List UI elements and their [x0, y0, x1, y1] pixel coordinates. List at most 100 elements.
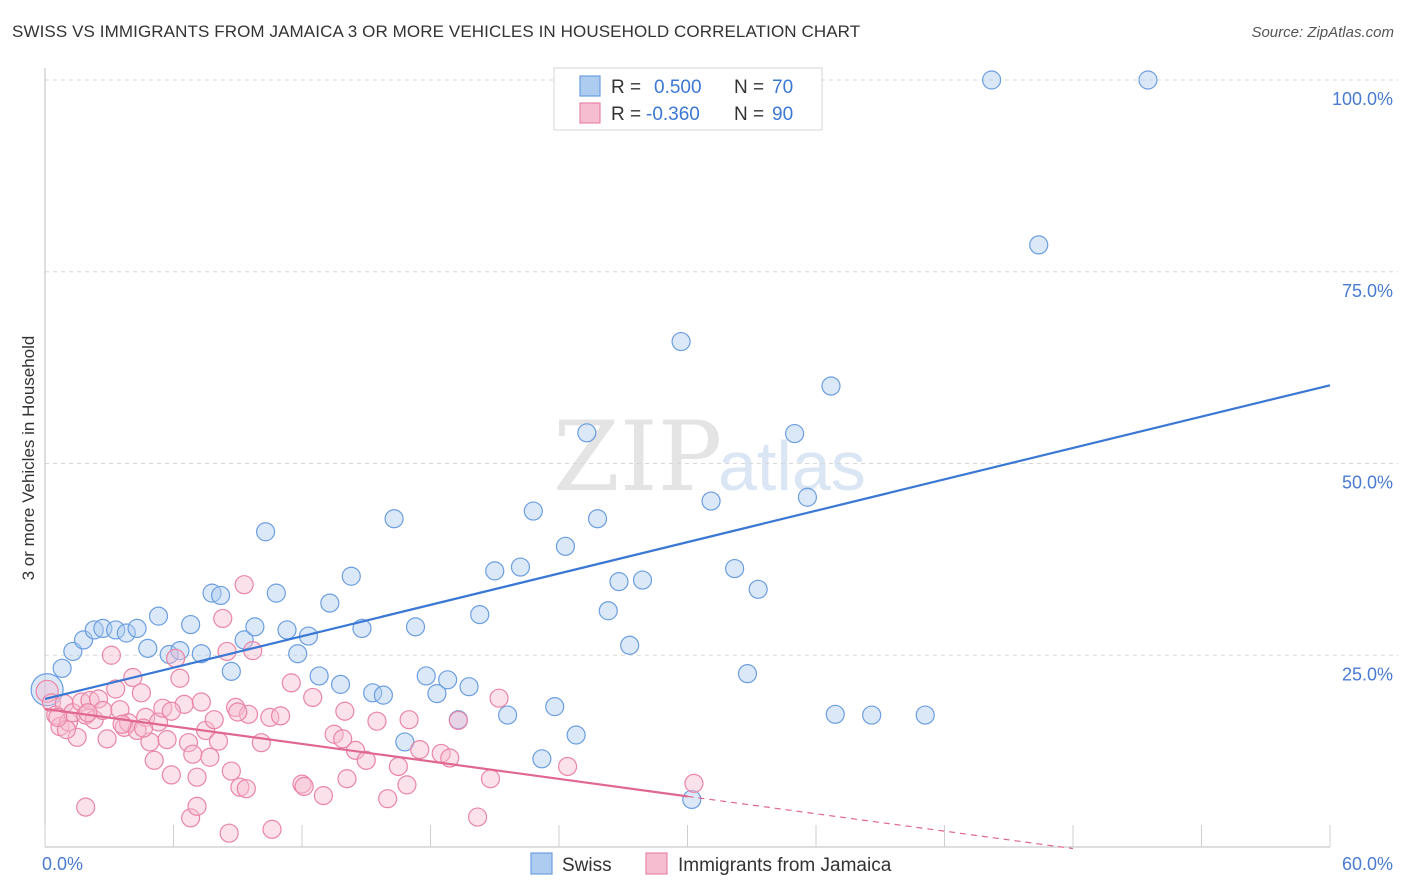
swiss-point	[545, 697, 565, 717]
jamaica-point	[388, 756, 408, 777]
jamaica-point	[88, 689, 109, 709]
jamaica-point	[397, 775, 417, 795]
legend-swiss-n-value: 70	[772, 77, 793, 98]
swiss-point	[671, 331, 691, 352]
swiss-point	[915, 705, 935, 725]
legend-bottom-swatch-swiss	[530, 852, 553, 875]
swiss-point	[405, 617, 426, 637]
swiss-point	[577, 423, 597, 443]
jamaica-point	[281, 673, 301, 693]
swiss-point	[373, 685, 393, 705]
swiss-point	[609, 572, 629, 592]
jamaica-point	[191, 692, 211, 712]
jamaica-point	[236, 779, 256, 799]
swiss-point	[52, 658, 72, 678]
jamaica-point	[367, 711, 387, 731]
swiss-point	[532, 749, 552, 769]
jamaica-point	[144, 750, 164, 770]
x-tick-label-min: 0.0%	[42, 854, 83, 874]
swiss-point	[352, 618, 372, 639]
jamaica-point	[378, 789, 398, 809]
jamaica-point	[78, 703, 98, 723]
swiss-point	[148, 606, 169, 626]
swiss-point	[181, 614, 201, 635]
jamaica-point	[106, 679, 126, 699]
legend-swatch-swiss	[579, 75, 601, 97]
swiss-point	[485, 561, 505, 581]
swiss-point	[587, 509, 608, 529]
trend-lines	[44, 384, 1331, 850]
jamaica-point	[97, 729, 117, 749]
legend-swatch-jamaica	[579, 102, 601, 124]
swiss-point	[784, 423, 805, 444]
jamaica-trend-line	[44, 707, 688, 798]
jamaica-point	[399, 710, 419, 730]
jamaica-point	[221, 761, 241, 781]
swiss-point	[330, 674, 351, 694]
swiss-point	[30, 673, 64, 707]
swiss-point	[416, 666, 436, 686]
legend-bottom: Swiss Immigrants from Jamaica	[530, 852, 892, 876]
legend-jamaica-n-value: 90	[772, 104, 793, 125]
jamaica-point	[213, 608, 233, 629]
swiss-point	[341, 566, 361, 586]
jamaica-point	[234, 575, 254, 595]
swiss-point	[555, 536, 576, 556]
jamaica-point	[161, 765, 181, 785]
swiss-point	[438, 670, 458, 690]
watermark: ZIP atlas	[553, 401, 866, 513]
swiss-point	[127, 618, 147, 639]
jamaica-point	[410, 739, 430, 760]
jamaica-point	[178, 733, 199, 753]
swiss-point	[1029, 235, 1049, 255]
jamaica-point	[335, 701, 355, 721]
swiss-point	[427, 683, 447, 704]
swiss-point	[1138, 70, 1158, 90]
swiss-trend-line	[44, 384, 1331, 701]
jamaica-point	[219, 823, 239, 843]
jamaica-trend-extension	[687, 795, 1074, 850]
x-axis-ticks	[44, 825, 1331, 847]
legend-swiss-r-value: 0.500	[654, 77, 702, 98]
swiss-point	[221, 661, 241, 681]
y-tick-label-1: 50.0%	[1342, 473, 1393, 493]
jamaica-point	[324, 724, 344, 744]
jamaica-point	[217, 641, 237, 662]
watermark-zip: ZIP	[553, 401, 722, 513]
jamaica-point	[67, 727, 87, 747]
legend-jamaica-r-value: -0.360	[646, 104, 700, 125]
swiss-point	[498, 705, 518, 725]
jamaica-point	[181, 808, 201, 828]
swiss-point	[245, 617, 265, 637]
swiss-point	[73, 630, 94, 650]
jamaica-point	[183, 744, 203, 764]
swiss-point	[598, 601, 618, 621]
swiss-point	[470, 604, 490, 625]
swiss-point	[523, 501, 543, 521]
jamaica-point	[356, 750, 376, 770]
jamaica-point	[93, 700, 113, 721]
jamaica-point	[303, 687, 323, 708]
legend-bottom-swiss: Swiss	[562, 855, 612, 876]
swiss-point	[211, 585, 231, 606]
swiss-point	[821, 376, 841, 396]
swiss-point	[825, 704, 845, 724]
swiss-point	[106, 620, 126, 640]
swiss-point	[138, 638, 158, 658]
jamaica-point	[448, 710, 468, 731]
jamaica-point	[161, 701, 181, 721]
swiss-point	[288, 644, 308, 664]
jamaica-point	[157, 730, 177, 750]
jamaica-point	[337, 769, 357, 789]
swiss-point	[748, 579, 768, 599]
legend-bottom-swatch-jamaica	[645, 852, 668, 875]
jamaica-series	[35, 575, 704, 843]
jamaica-point	[684, 773, 704, 793]
swiss-point	[725, 558, 745, 579]
watermark-atlas: atlas	[718, 427, 866, 505]
jamaica-point	[170, 668, 190, 688]
swiss-point	[395, 732, 415, 752]
jamaica-point	[270, 706, 291, 726]
grid-lines	[45, 79, 1398, 656]
swiss-point	[191, 644, 211, 664]
